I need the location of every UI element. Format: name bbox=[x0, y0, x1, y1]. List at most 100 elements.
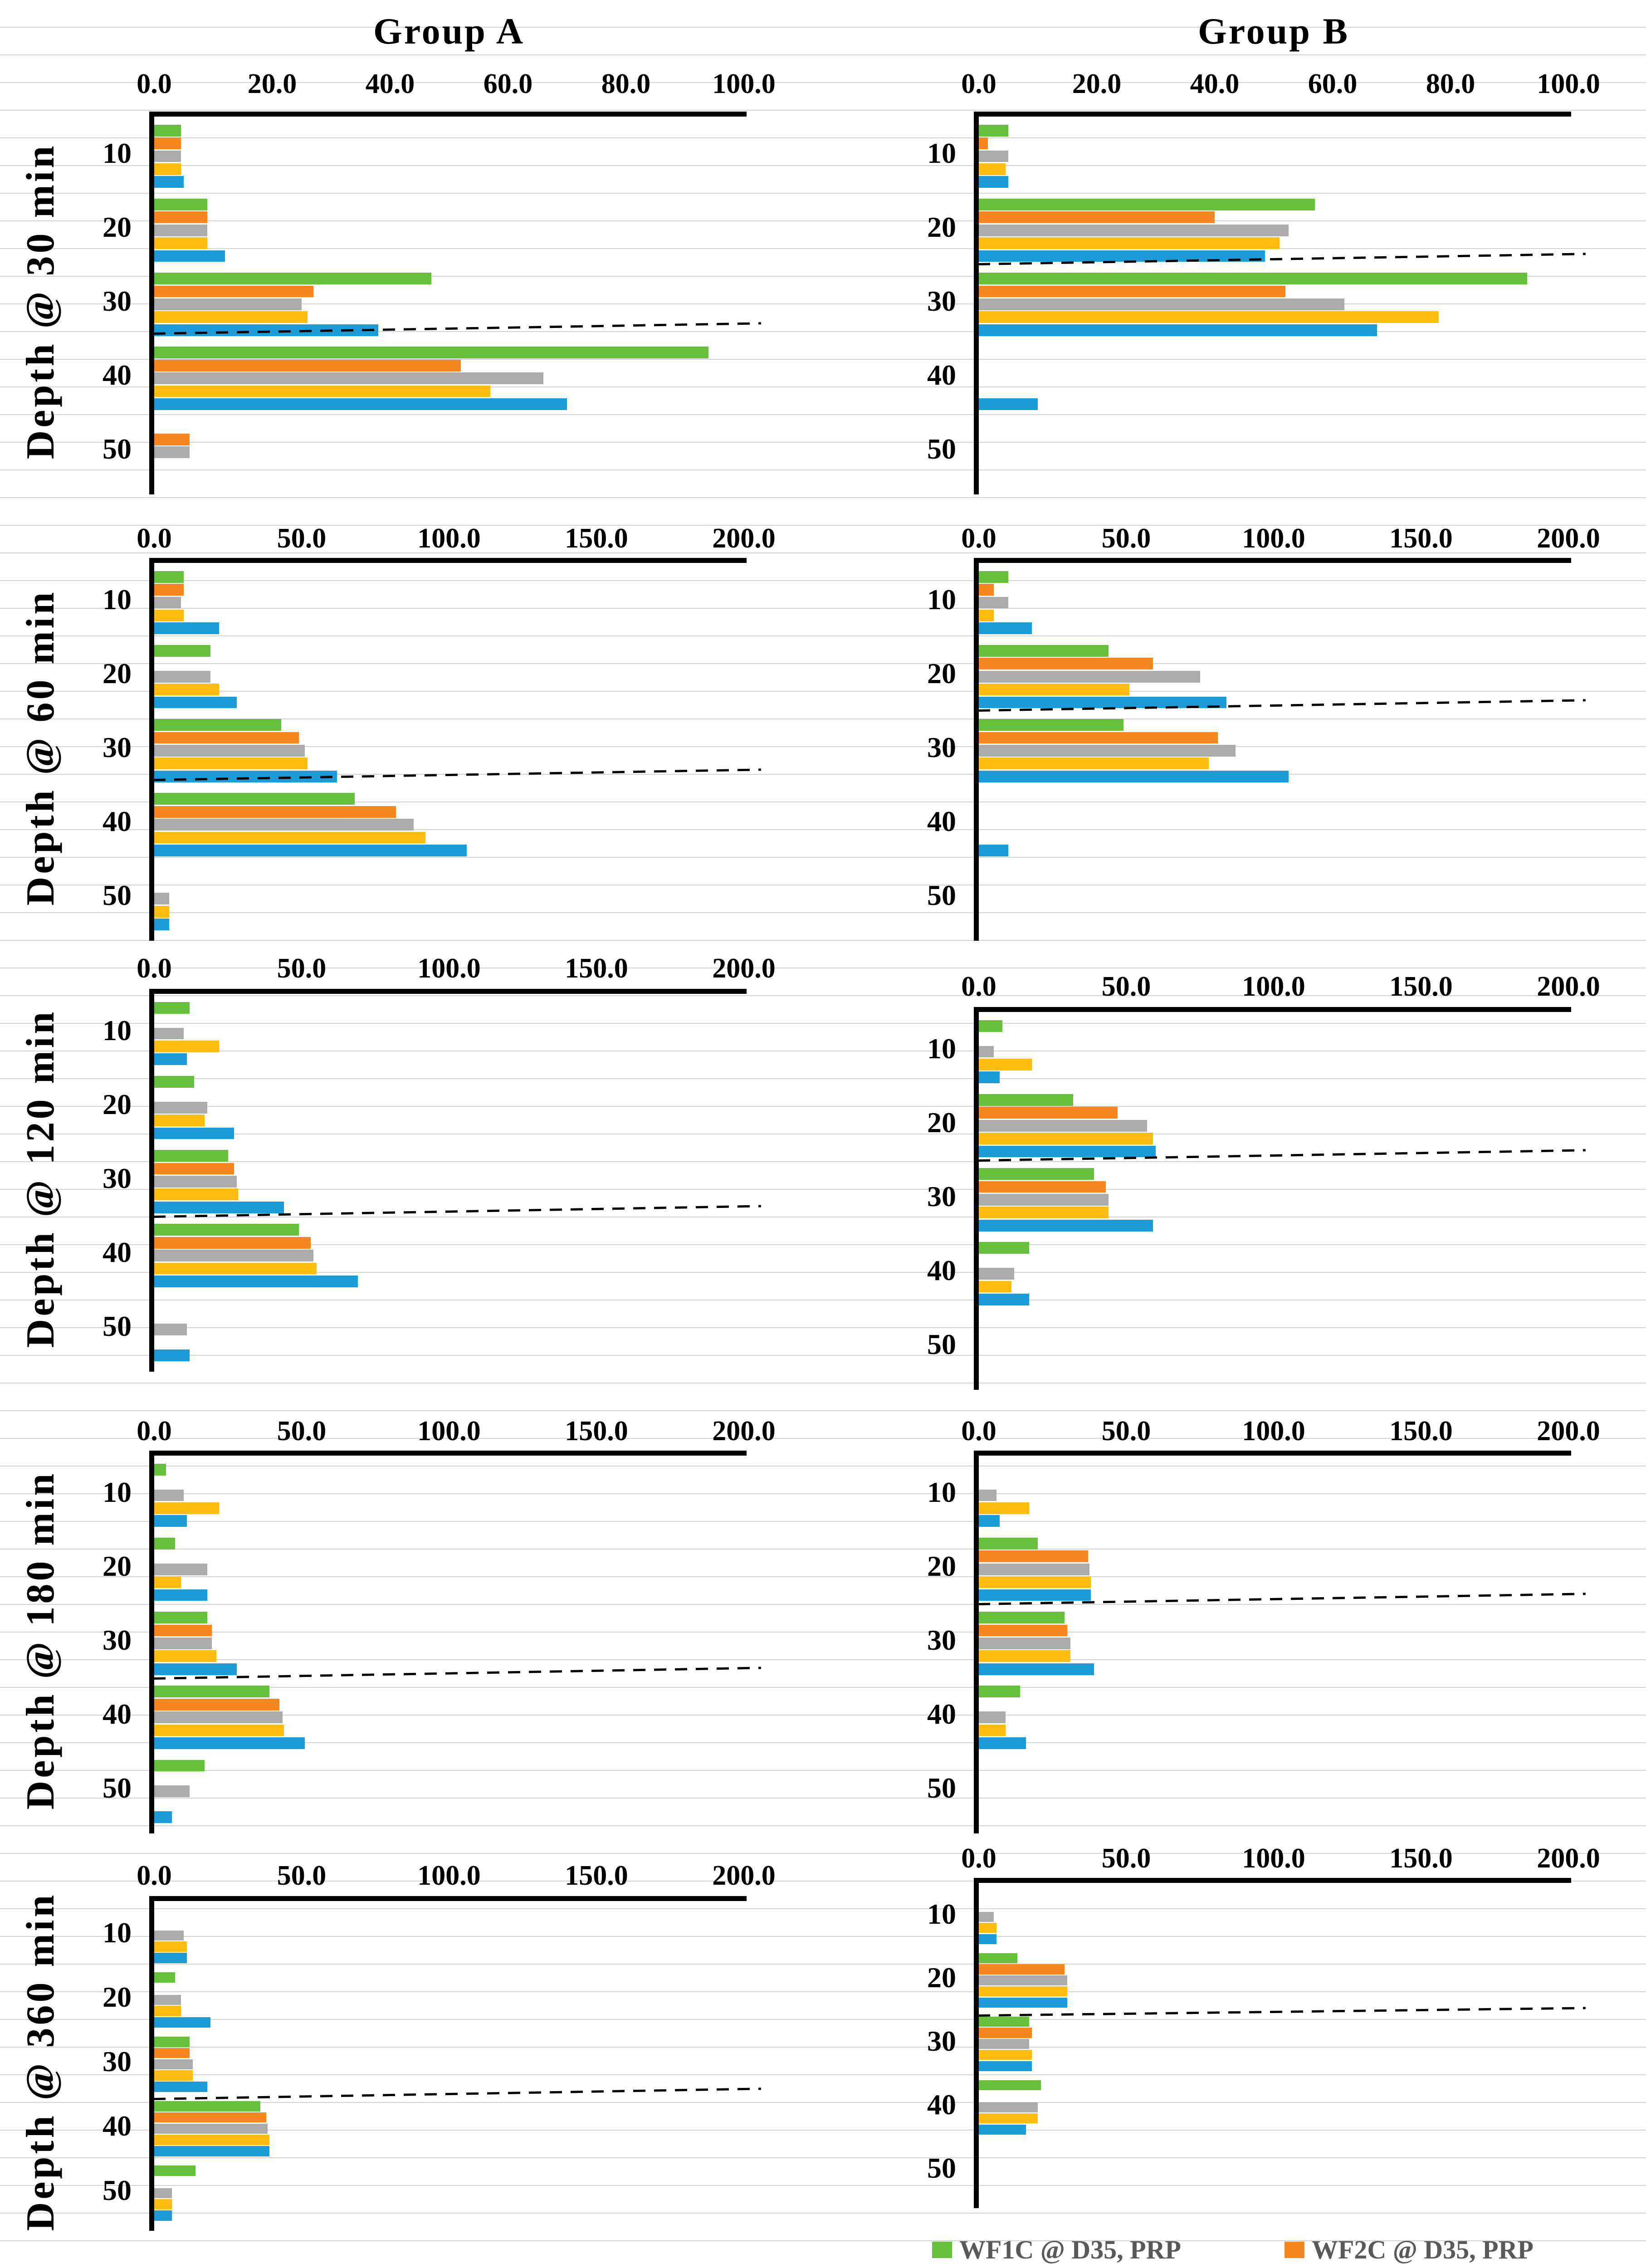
bar-WF3C-depth50 bbox=[154, 1324, 187, 1336]
bar-WF5C-depth10 bbox=[154, 176, 184, 188]
bar-WF3C-depth30 bbox=[154, 744, 305, 757]
bar-WF4C-depth10 bbox=[154, 1941, 187, 1952]
x-tick-label: 0.0 bbox=[961, 1416, 996, 1447]
bar-WF5C-depth50 bbox=[154, 919, 169, 930]
bar-WF4C-depth10 bbox=[979, 1923, 996, 1933]
x-tick-label: 0.0 bbox=[137, 1860, 172, 1891]
x-tick-label: 50.0 bbox=[1101, 1416, 1151, 1447]
bar-WF1C-depth20 bbox=[154, 645, 210, 657]
x-tick-label: 100.0 bbox=[417, 523, 481, 554]
bar-WF4C-depth30 bbox=[979, 311, 1439, 323]
depth-tick-label: 10 bbox=[927, 583, 956, 616]
bar-WF4C-depth40 bbox=[154, 1262, 317, 1275]
bar-WF1C-depth50 bbox=[154, 2165, 195, 2176]
depth-tick-label: 10 bbox=[103, 583, 132, 616]
x-axis-line bbox=[151, 558, 747, 563]
bar-WF3C-depth30 bbox=[979, 1637, 1070, 1649]
bar-WF2C-depth20 bbox=[979, 211, 1215, 224]
bar-WF4C-depth20 bbox=[979, 1576, 1091, 1588]
depth-tick-label: 40 bbox=[927, 1254, 956, 1287]
x-tick-label: 50.0 bbox=[277, 523, 327, 554]
bar-WF3C-depth20 bbox=[979, 1119, 1147, 1132]
bar-WF4C-depth20 bbox=[154, 2006, 181, 2016]
x-tick-label: 0.0 bbox=[137, 1416, 172, 1447]
depth-tick-label: 40 bbox=[103, 359, 132, 391]
x-tick-label: 150.0 bbox=[1389, 1843, 1453, 1874]
legend-label-WF3C: WF3C @ D35, PRP bbox=[959, 2266, 1181, 2268]
bar-WF1C-depth40 bbox=[154, 347, 708, 359]
bar-WF3C-depth50 bbox=[154, 1785, 190, 1798]
bar-WF3C-depth10 bbox=[154, 1489, 184, 1501]
bar-WF3C-depth10 bbox=[154, 596, 181, 609]
x-tick-label: 60.0 bbox=[1308, 68, 1358, 99]
bar-WF2C-depth30 bbox=[979, 2028, 1032, 2038]
bar-WF3C-depth20 bbox=[979, 1563, 1089, 1575]
y-axis-line bbox=[149, 1451, 154, 1833]
depth-tick-label: 50 bbox=[927, 879, 956, 912]
legend-label-WF4C: WF4C @ D35, PRP bbox=[1312, 2266, 1534, 2268]
depth-tick-label: 20 bbox=[927, 1961, 956, 1994]
bar-WF5C-depth50 bbox=[154, 1811, 172, 1823]
chart-groupB-row5: 0.0 50.0 100.0 150.0 200.0 10 20 30 40 50 bbox=[927, 1843, 1600, 2208]
depth-tick-label: 50 bbox=[103, 1772, 132, 1804]
chart-groupB-row1: 0.0 20.0 40.0 60.0 80.0 100.0 10 20 30 40 50 bbox=[927, 68, 1600, 494]
depth-tick-label: 30 bbox=[927, 1180, 956, 1212]
x-tick-label: 50.0 bbox=[277, 953, 327, 984]
x-tick-label: 0.0 bbox=[137, 953, 172, 984]
x-tick-label: 50.0 bbox=[277, 1860, 327, 1891]
x-tick-label: 200.0 bbox=[712, 523, 776, 554]
bar-WF2C-depth50 bbox=[154, 433, 190, 445]
bar-WF2C-depth30 bbox=[979, 285, 1285, 298]
x-tick-label: 150.0 bbox=[1389, 523, 1453, 554]
bar-WF5C-depth40 bbox=[154, 2146, 269, 2156]
bar-WF5C-depth20 bbox=[154, 2017, 210, 2028]
bar-WF5C-depth10 bbox=[979, 622, 1032, 635]
x-tick-label: 50.0 bbox=[1101, 523, 1151, 554]
x-tick-label: 50.0 bbox=[277, 1416, 327, 1447]
bar-WF5C-depth30 bbox=[979, 770, 1289, 782]
bar-WF4C-depth30 bbox=[979, 758, 1209, 770]
bar-WF2C-depth10 bbox=[154, 584, 184, 596]
depth-tick-label: 10 bbox=[927, 1032, 956, 1065]
depth-tick-label: 40 bbox=[927, 805, 956, 838]
depth-tick-label: 40 bbox=[927, 359, 956, 391]
bar-WF5C-depth40 bbox=[154, 398, 567, 410]
y-axis-line bbox=[974, 1451, 979, 1833]
x-axis-line bbox=[976, 1878, 1571, 1883]
bar-WF3C-depth20 bbox=[979, 670, 1200, 683]
bar-WF5C-depth20 bbox=[154, 1127, 234, 1139]
depth-tick-label: 30 bbox=[927, 1624, 956, 1656]
bar-WF1C-depth20 bbox=[154, 1075, 194, 1088]
depth-tick-label: 40 bbox=[103, 805, 132, 838]
bar-WF4C-depth40 bbox=[154, 2135, 269, 2145]
bar-WF5C-depth40 bbox=[979, 2124, 1026, 2135]
bar-WF3C-depth20 bbox=[154, 1101, 207, 1114]
bar-WF4C-depth30 bbox=[979, 1207, 1109, 1219]
depth-tick-label: 30 bbox=[103, 1162, 132, 1194]
bar-WF1C-depth20 bbox=[979, 1094, 1073, 1106]
group-b-title: Group B bbox=[1197, 10, 1350, 52]
bar-WF5C-depth40 bbox=[154, 1275, 358, 1287]
bar-WF3C-depth10 bbox=[154, 1027, 184, 1040]
bar-WF2C-depth20 bbox=[979, 1550, 1088, 1563]
bar-WF2C-depth10 bbox=[154, 137, 181, 149]
bar-WF1C-depth40 bbox=[979, 1686, 1020, 1698]
bar-WF3C-depth20 bbox=[979, 1975, 1067, 1985]
chart-groupA-row4: 0.0 50.0 100.0 150.0 200.0 10 20 30 40 50 Depth @ … bbox=[19, 1416, 776, 1833]
bar-WF1C-depth20 bbox=[154, 1972, 175, 1983]
bar-WF5C-depth40 bbox=[154, 844, 467, 856]
depth-tick-label: 50 bbox=[927, 2152, 956, 2184]
bar-WF5C-depth20 bbox=[154, 696, 237, 709]
bar-WF2C-depth30 bbox=[154, 1163, 234, 1175]
bar-WF4C-depth30 bbox=[154, 1188, 239, 1201]
depth-tick-label: 30 bbox=[103, 731, 132, 763]
y-axis-line bbox=[974, 112, 979, 494]
depth-tick-label: 50 bbox=[103, 879, 132, 912]
bar-WF5C-depth20 bbox=[154, 1589, 207, 1601]
bar-WF4C-depth10 bbox=[154, 609, 184, 621]
y-axis-title: Depth @ 120 min bbox=[19, 1009, 63, 1348]
bar-WF1C-depth10 bbox=[154, 1002, 190, 1014]
depth-tick-label: 20 bbox=[103, 1981, 132, 2013]
x-tick-label: 50.0 bbox=[1101, 971, 1151, 1002]
bar-WF3C-depth10 bbox=[154, 1930, 184, 1941]
